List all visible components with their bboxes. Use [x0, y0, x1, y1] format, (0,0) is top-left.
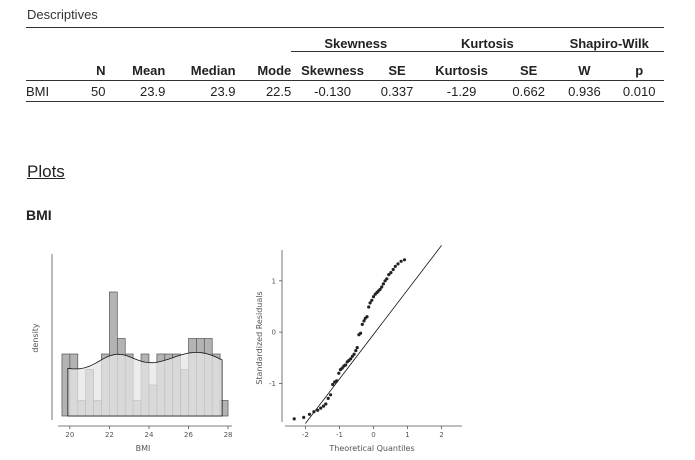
- qq-point: [316, 408, 320, 412]
- cell-n: 50: [67, 80, 106, 102]
- cell-p: 0.010: [614, 80, 664, 102]
- qq-point: [319, 406, 323, 410]
- qq-point: [396, 262, 400, 266]
- qq-point: [399, 259, 403, 263]
- qq-point: [387, 273, 391, 277]
- qq-point: [344, 363, 348, 367]
- cell-skewness: -0.130: [291, 80, 374, 102]
- qq-point: [362, 319, 366, 323]
- col-header-kurtosis-se: SE: [502, 60, 555, 81]
- qq-y-tick-label: -1: [269, 380, 276, 388]
- qq-x-tick-label: -1: [336, 431, 343, 439]
- plots-heading[interactable]: Plots: [27, 162, 65, 181]
- qq-point: [329, 393, 333, 397]
- qq-point: [354, 349, 358, 353]
- qq-y-tick-label: 0: [272, 329, 276, 337]
- qq-point: [302, 415, 306, 419]
- col-header-kurtosis: Kurtosis: [420, 60, 503, 81]
- qq-point: [368, 301, 372, 305]
- qq-point: [292, 417, 296, 421]
- qq-x-tick-label: 2: [439, 431, 443, 439]
- qq-point: [393, 264, 397, 268]
- cell-skewness-se: 0.337: [373, 80, 421, 102]
- col-header-p: p: [614, 60, 664, 81]
- col-header-variable: [26, 60, 68, 81]
- qq-point: [352, 352, 356, 356]
- table-row: BMI 50 23.9 23.9 22.5 -0.130 0.337 -1.29…: [26, 80, 664, 102]
- hist-x-tick-label: 28: [224, 431, 233, 439]
- qq-point: [371, 295, 376, 299]
- group-skewness: Skewness: [291, 36, 421, 52]
- qq-y-tick-label: 1: [272, 277, 276, 285]
- plots-area: 20 22 24 26 28 density BMI -2 -1 0 1 2 1 0 -1 Stan…: [31, 245, 462, 453]
- hist-x-tick-label: 24: [144, 431, 153, 439]
- cell-mean: 23.9: [105, 80, 166, 102]
- qq-point: [324, 402, 328, 406]
- qq-plot: -2 -1 0 1 2 1 0 -1 Standardized Residuals Theo…: [255, 245, 462, 453]
- cell-variable: BMI: [26, 80, 68, 102]
- qq-point: [360, 322, 364, 326]
- col-header-n: N: [67, 60, 106, 81]
- qq-point: [355, 346, 359, 350]
- hist-y-label: density: [31, 323, 40, 353]
- qq-point: [321, 404, 326, 408]
- qq-point: [370, 298, 374, 302]
- qq-point: [312, 410, 316, 414]
- qq-point: [385, 277, 389, 281]
- variable-heading: BMI: [26, 207, 52, 223]
- histogram-plot: 20 22 24 26 28 density BMI: [31, 254, 233, 453]
- cell-w: 0.936: [554, 80, 615, 102]
- qq-x-tick-label: -2: [302, 431, 309, 439]
- qq-reference-line: [305, 245, 442, 424]
- qq-point: [337, 371, 341, 375]
- qq-point: [326, 396, 330, 400]
- col-header-median: Median: [165, 60, 236, 81]
- col-header-skewness-se: SE: [373, 60, 421, 81]
- group-header-row: Skewness Kurtosis Shapiro-Wilk: [26, 27, 664, 60]
- group-shapiro-wilk: Shapiro-Wilk: [554, 36, 664, 52]
- hist-x-tick-label: 22: [105, 431, 114, 439]
- hist-x-tick-label: 20: [65, 431, 74, 439]
- col-header-mean: Mean: [105, 60, 166, 81]
- cell-median: 23.9: [165, 80, 236, 102]
- col-header-mode: Mode: [235, 60, 292, 81]
- hist-x-tick-label: 26: [184, 431, 193, 439]
- qq-x-label: Theoretical Quantiles: [328, 444, 414, 453]
- density-curve: [67, 352, 223, 417]
- cell-mode: 22.5: [235, 80, 292, 102]
- qq-point: [331, 382, 335, 387]
- hist-x-label: BMI: [136, 444, 151, 453]
- col-header-skewness: Skewness: [291, 60, 374, 81]
- qq-y-label: Standardized Residuals: [255, 291, 264, 384]
- qq-point: [389, 271, 393, 275]
- qq-point: [367, 305, 371, 309]
- cell-kurtosis: -1.29: [420, 80, 503, 102]
- qq-point: [381, 282, 385, 286]
- qq-point: [349, 357, 353, 361]
- col-header-w: W: [554, 60, 615, 81]
- qq-point: [378, 287, 382, 292]
- column-header-row: N Mean Median Mode Skewness SE Kurtosis …: [26, 60, 664, 81]
- section-title: Descriptives: [27, 7, 98, 22]
- descriptives-table: Skewness Kurtosis Shapiro-Wilk N Mean Me…: [26, 27, 664, 102]
- qq-point: [365, 315, 369, 319]
- group-kurtosis: Kurtosis: [420, 36, 555, 52]
- qq-point: [391, 267, 395, 272]
- qq-point: [307, 412, 312, 416]
- qq-x-tick-label: 0: [371, 431, 375, 439]
- cell-kurtosis-se: 0.662: [502, 80, 555, 102]
- qq-point: [402, 258, 407, 262]
- qq-x-tick-label: 1: [405, 431, 409, 439]
- qq-point: [380, 285, 384, 289]
- qq-point: [335, 379, 339, 383]
- qq-point: [359, 331, 363, 335]
